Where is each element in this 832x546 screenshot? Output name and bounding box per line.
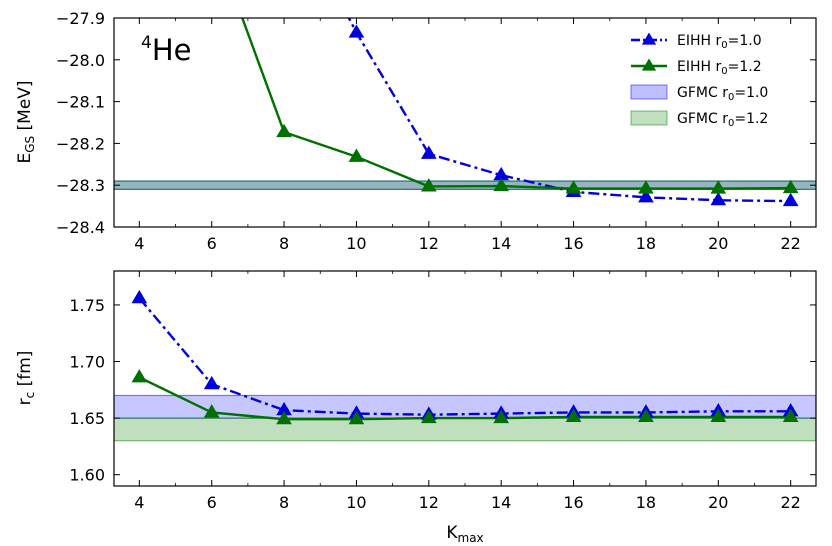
y-tick-label: −28.2 bbox=[56, 134, 105, 153]
x-tick-label: 4 bbox=[134, 493, 144, 512]
legend-label: GFMC r0=1.0 bbox=[677, 85, 768, 103]
series-line-eihh-r0-1.2 bbox=[241, 18, 791, 190]
data-point bbox=[131, 289, 148, 304]
x-axis-label: Kmax bbox=[446, 523, 483, 545]
y-tick-label: −27.9 bbox=[56, 9, 105, 28]
x-tick-label: 16 bbox=[563, 493, 583, 512]
data-point bbox=[710, 180, 727, 194]
data-point bbox=[276, 410, 292, 425]
legend-swatch-marker bbox=[641, 58, 657, 71]
y-tick-label: −28.1 bbox=[56, 93, 105, 112]
data-point bbox=[710, 408, 727, 423]
legend-swatch-marker bbox=[641, 32, 657, 45]
gfmc-band-r0-1.0 bbox=[114, 394, 816, 419]
x-tick-label: 18 bbox=[636, 493, 656, 512]
energy-panel: 4 6 8 10 12 14 16 18 20 22 −28.4 −28.3 −28.2 −28.1 −28… bbox=[15, 9, 817, 253]
legend-swatch-band bbox=[630, 110, 668, 126]
data-point bbox=[493, 177, 510, 192]
x-tick-label: 22 bbox=[780, 493, 800, 512]
x-tick-label: 14 bbox=[491, 234, 511, 253]
y-tick-label: 1.70 bbox=[69, 353, 105, 372]
series-line-eihh-r0-1.2 bbox=[138, 376, 791, 421]
data-point bbox=[565, 180, 582, 194]
gfmc-band-r0-1.2 bbox=[114, 417, 816, 442]
x-tick-label: 4 bbox=[134, 234, 144, 253]
x-tick-label: 12 bbox=[419, 493, 439, 512]
x-tick-label: 8 bbox=[279, 493, 289, 512]
x-tick-label: 10 bbox=[346, 493, 366, 512]
x-tick-label: 6 bbox=[207, 234, 217, 253]
x-tick-label: 6 bbox=[207, 493, 217, 512]
data-point bbox=[203, 375, 220, 390]
legend-label: EIHH r0=1.2 bbox=[677, 59, 762, 77]
radius-panel: 4 6 8 10 12 14 16 18 20 22 1.60 1.65 1.70 1.75 rc [fm… bbox=[15, 270, 817, 545]
radius-axis-label: rc [fm] bbox=[15, 351, 37, 406]
legend-label: GFMC r0=1.2 bbox=[677, 111, 768, 129]
radius-plot-frame bbox=[113, 270, 817, 487]
legend: EIHH r0=1.0 EIHH r0=1.2 GFMC r0=1.0 GFMC r0… bbox=[630, 32, 768, 129]
series-line-eihh-r0-1.0 bbox=[347, 18, 791, 203]
data-point bbox=[493, 409, 510, 424]
data-point bbox=[420, 178, 437, 192]
legend-swatch-band bbox=[630, 84, 668, 100]
data-point bbox=[348, 24, 365, 38]
data-point bbox=[565, 408, 582, 423]
x-tick-label: 10 bbox=[346, 234, 366, 253]
data-point bbox=[638, 408, 654, 423]
legend-label: EIHH r0=1.0 bbox=[677, 33, 762, 51]
data-point bbox=[276, 123, 292, 138]
y-tick-label: 1.60 bbox=[69, 466, 105, 485]
data-point bbox=[782, 192, 799, 207]
y-tick-label: −28.0 bbox=[56, 51, 105, 70]
data-point bbox=[203, 404, 220, 418]
data-point bbox=[710, 191, 727, 206]
x-tick-label: 22 bbox=[780, 234, 800, 253]
nucleus-annotation: 4He bbox=[141, 33, 191, 67]
x-tick-label: 20 bbox=[708, 234, 728, 253]
x-tick-label: 20 bbox=[708, 493, 728, 512]
energy-axis-label: EGS [MeV] bbox=[15, 80, 37, 163]
x-tick-label: 14 bbox=[491, 493, 511, 512]
y-tick-label: −28.3 bbox=[56, 176, 105, 195]
y-tick-label: 1.65 bbox=[69, 409, 105, 428]
x-tick-label: 12 bbox=[419, 234, 439, 253]
x-tick-label: 18 bbox=[636, 234, 656, 253]
x-tick-label: 16 bbox=[563, 234, 583, 253]
data-point bbox=[420, 145, 437, 159]
data-point bbox=[131, 369, 148, 383]
y-tick-label: −28.4 bbox=[56, 218, 105, 237]
data-point bbox=[420, 409, 437, 424]
data-point bbox=[348, 410, 365, 425]
data-point bbox=[348, 148, 365, 162]
data-point bbox=[638, 180, 654, 194]
series-line-eihh-r0-1.0 bbox=[138, 297, 791, 416]
data-point bbox=[638, 189, 654, 203]
x-tick-label: 8 bbox=[279, 234, 289, 253]
data-point bbox=[782, 179, 799, 194]
y-tick-label: 1.75 bbox=[69, 296, 105, 315]
data-point bbox=[782, 408, 799, 423]
